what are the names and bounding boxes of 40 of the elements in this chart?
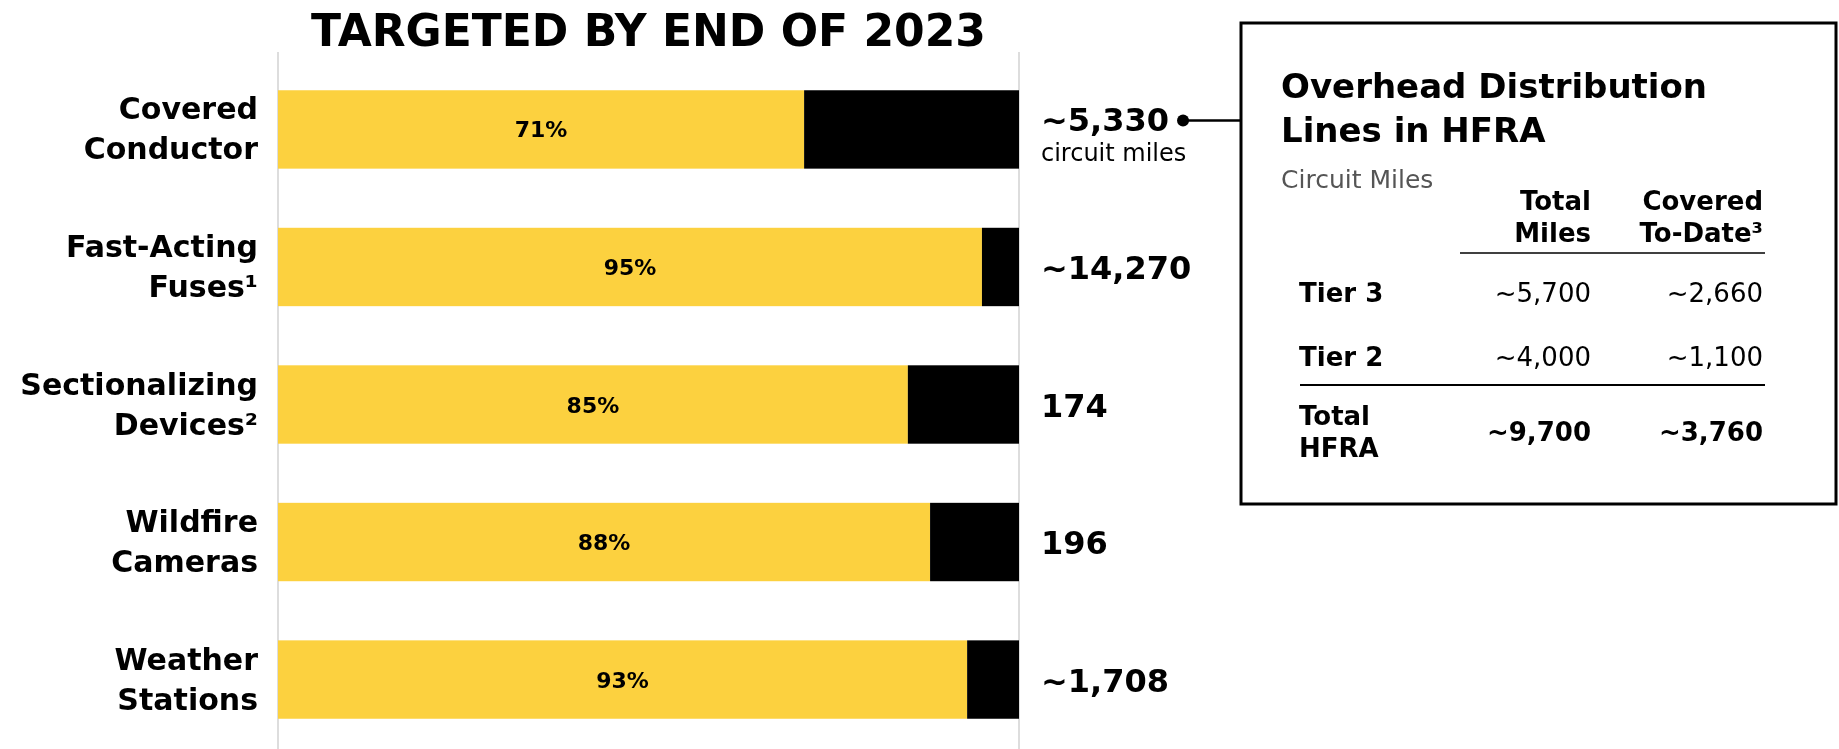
text: ~1,100 — [1666, 342, 1763, 372]
text: 196 — [1041, 524, 1108, 563]
bar — [804, 90, 1019, 169]
data-label: 95% — [603, 254, 657, 280]
text: Tier 2 — [1299, 342, 1384, 372]
text: Overhead Distribution Lines in HFRA — [1281, 66, 1708, 150]
bar — [278, 227, 982, 307]
category-label: Weather Stations — [114, 641, 258, 717]
text: ~3,760 — [1658, 417, 1763, 447]
text: Total Miles — [1514, 186, 1591, 248]
text: 174 — [1041, 386, 1108, 425]
text: circuit miles — [1041, 139, 1187, 168]
text: Covered To-Date³ — [1639, 186, 1763, 248]
text: ~1,708 — [1041, 661, 1170, 700]
text: ~5,330 — [1041, 101, 1170, 140]
text: ~14,270 — [1041, 248, 1192, 287]
text: Circuit Miles — [1281, 165, 1434, 194]
bar — [981, 227, 1019, 307]
bar — [278, 640, 968, 719]
text: Tier 3 — [1299, 278, 1384, 308]
category-label: Covered Conductor — [83, 91, 258, 167]
data-label: 71% — [514, 117, 568, 143]
text: ~2,660 — [1666, 278, 1763, 308]
data-label: 88% — [577, 530, 631, 556]
data-label: 85% — [566, 392, 620, 418]
bar — [967, 640, 1019, 719]
bar — [278, 90, 805, 169]
text: Total HFRA — [1299, 401, 1379, 463]
category-label: Sectionalizing Devices² — [20, 366, 258, 442]
text: ~9,700 — [1486, 417, 1591, 447]
data-label: 93% — [596, 667, 649, 693]
category-label: Wildfire Cameras — [111, 504, 258, 580]
category-label: Fast-Acting Fuses¹ — [65, 228, 258, 304]
bar — [907, 365, 1019, 444]
chart-title: TARGETED BY END OF 2023 — [311, 5, 986, 56]
bar — [278, 365, 908, 444]
text: ~5,700 — [1494, 278, 1591, 308]
bar — [930, 502, 1019, 582]
text: ~4,000 — [1494, 342, 1591, 372]
bar — [278, 502, 931, 582]
